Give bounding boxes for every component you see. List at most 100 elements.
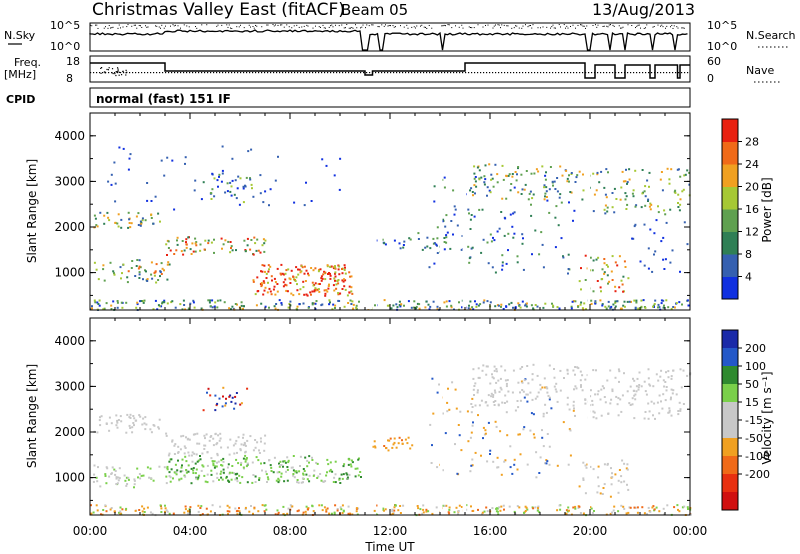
heatmap-cell [664, 258, 667, 261]
heatmap-cell [109, 508, 112, 511]
x-tick-label: 04:00 [173, 524, 208, 538]
heatmap-cell [552, 304, 555, 307]
heatmap-cell [135, 265, 138, 267]
heatmap-cell [357, 458, 360, 461]
heatmap-cell [153, 424, 156, 427]
heatmap-cell [110, 507, 113, 509]
heatmap-cell [142, 301, 145, 304]
heatmap-cell [138, 271, 141, 274]
heatmap-cell [137, 224, 140, 226]
heatmap-cell [120, 420, 123, 423]
nave-dot [270, 72, 272, 74]
nsearch-dot [621, 27, 623, 29]
heatmap-cell [336, 509, 339, 512]
heatmap-cell [664, 213, 667, 216]
nave-dot [411, 72, 413, 74]
heatmap-cell [513, 232, 516, 235]
heatmap-cell [342, 510, 345, 513]
heatmap-cell [445, 504, 448, 507]
heatmap-cell [250, 505, 252, 507]
heatmap-cell [406, 442, 409, 445]
nsearch-dot [256, 25, 258, 27]
heatmap-cell [589, 395, 592, 398]
heatmap-cell [160, 159, 163, 162]
heatmap-cell [196, 432, 199, 435]
nsearch-dot [395, 26, 396, 28]
heatmap-cell [574, 507, 577, 510]
heatmap-cell [213, 238, 215, 241]
heatmap-cell [341, 288, 344, 290]
heatmap-cell [173, 453, 176, 455]
heatmap-cell [469, 307, 472, 310]
heatmap-cell [126, 483, 129, 485]
heatmap-cell [647, 198, 650, 201]
heatmap-cell [318, 268, 320, 271]
nave-dot [474, 72, 476, 74]
heatmap-cell [597, 390, 600, 393]
heatmap-cell [207, 387, 210, 390]
heatmap-cell [259, 192, 262, 195]
heatmap-cell [534, 397, 537, 400]
nave-dot [321, 72, 323, 74]
nave-dot [378, 72, 380, 74]
heatmap-cell [115, 477, 118, 480]
heatmap-cell [667, 306, 670, 309]
heatmap-cell [676, 168, 679, 171]
heatmap-cell [283, 460, 286, 463]
nsearch-dot [120, 27, 121, 29]
heatmap-cell [374, 446, 377, 449]
heatmap-cell [679, 368, 682, 371]
heatmap-cell [222, 471, 225, 474]
heatmap-cell [180, 466, 183, 469]
heatmap-cell [295, 276, 298, 279]
nsearch-dot [312, 27, 314, 29]
nsearch-dot [280, 24, 281, 26]
heatmap-cell [198, 442, 201, 445]
heatmap-cell [260, 302, 263, 305]
heatmap-cell [647, 417, 650, 420]
heatmap-cell [436, 237, 439, 240]
heatmap-cell [492, 185, 495, 188]
heatmap-cell [286, 512, 289, 515]
heatmap-cell [113, 510, 116, 513]
heatmap-cell [662, 236, 665, 239]
nave-tick-bottom: 0 [707, 72, 714, 85]
heatmap-cell [193, 189, 196, 192]
heatmap-cell [668, 411, 671, 414]
heatmap-cell [557, 224, 560, 227]
heatmap-cell [582, 189, 585, 192]
heatmap-cell [159, 504, 162, 507]
heatmap-cell [234, 478, 237, 481]
heatmap-cell [673, 306, 676, 309]
heatmap-cell [505, 262, 508, 265]
heatmap-cell [455, 506, 458, 509]
heatmap-cell [521, 366, 524, 368]
heatmap-cell [520, 380, 523, 383]
heatmap-cell [213, 251, 215, 254]
heatmap-cell [335, 283, 338, 286]
colorbar-tick-label: -100 [745, 450, 770, 463]
heatmap-cell [472, 509, 475, 512]
heatmap-cell [340, 473, 343, 476]
heatmap-cell [525, 305, 528, 308]
heatmap-cell [480, 399, 483, 402]
heatmap-cell [182, 299, 185, 302]
nave-dot [471, 72, 473, 74]
heatmap-cell [186, 438, 189, 441]
nsearch-dot [161, 24, 163, 26]
heatmap-cell [565, 509, 568, 512]
heatmap-cell [146, 182, 149, 184]
heatmap-cell [357, 474, 360, 477]
heatmap-cell [586, 463, 589, 466]
heatmap-cell [228, 307, 231, 310]
heatmap-cell [241, 476, 244, 479]
nave-dot [90, 72, 92, 74]
heatmap-cell [516, 255, 519, 258]
nave-dot [231, 72, 233, 74]
heatmap-cell [494, 420, 497, 423]
heatmap-cell [663, 209, 666, 212]
nave-dot [579, 72, 581, 74]
heatmap-cell [264, 286, 267, 289]
heatmap-cell [161, 302, 163, 305]
x-tick-label: 00:00 [673, 524, 708, 538]
